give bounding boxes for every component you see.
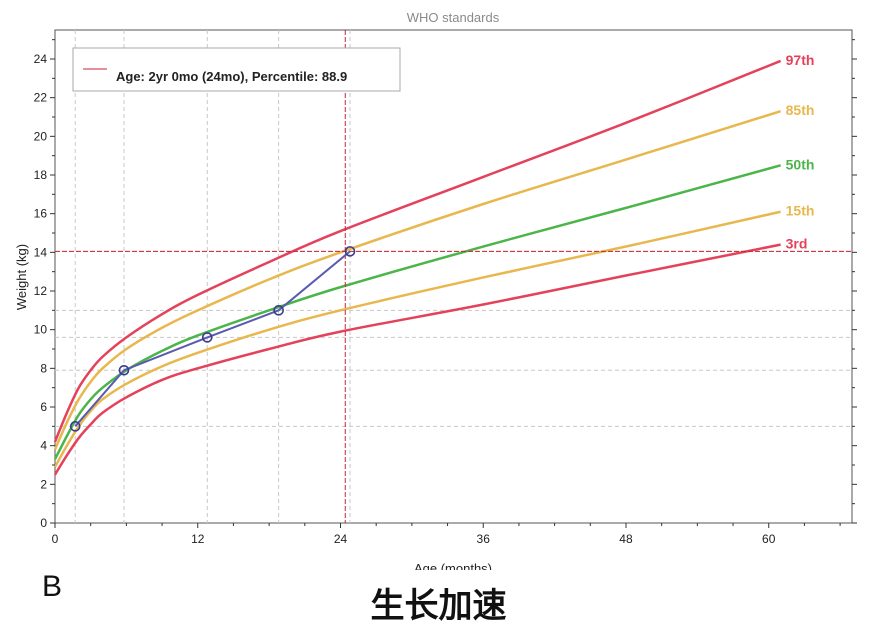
chart-title: WHO standards	[407, 10, 500, 25]
measurement-point	[344, 246, 356, 257]
x-tick-label: 24	[334, 532, 348, 546]
x-axis-ticks: 0 12 24 36 48 60	[52, 523, 841, 546]
y-tick-label: 22	[34, 91, 48, 105]
y-tick-label: 14	[34, 245, 48, 259]
x-tick-label: 12	[191, 532, 205, 546]
y-tick-label: 20	[34, 129, 48, 143]
percentile-label-3rd: 3rd	[786, 236, 808, 252]
percentile-curve-50th	[53, 164, 781, 460]
x-tick-label: 60	[762, 532, 776, 546]
measurement-point	[69, 421, 81, 432]
percentile-label-50th: 50th	[786, 156, 815, 172]
percentile-labels: 97th 85th 50th 15th 3rd	[786, 52, 815, 252]
y-axis-label: Weight (kg)	[14, 244, 29, 310]
crosshair	[55, 30, 852, 523]
y-tick-label: 4	[40, 439, 47, 453]
y-tick-label: 24	[34, 52, 48, 66]
legend-box	[72, 47, 401, 92]
x-tick-label: 48	[619, 532, 633, 546]
y-tick-label: 16	[34, 207, 48, 221]
x-tick-label: 0	[52, 532, 59, 546]
measurement-line	[74, 250, 351, 427]
percentile-label-15th: 15th	[786, 203, 815, 219]
growth-chart: WHO standards 0 12 24 36 48 60 02468101214161…	[14, 10, 857, 570]
legend: Age: 2yr 0mo (24mo), Percentile: 88.9	[72, 47, 401, 92]
percentile-curve-85th	[53, 110, 781, 451]
y-tick-label: 12	[34, 284, 48, 298]
y-tick-label: 0	[40, 516, 47, 530]
measurement-series	[69, 246, 356, 432]
y-tick-label: 2	[40, 477, 47, 491]
y-tick-label: 6	[40, 400, 47, 414]
figure-caption: 生长加速	[370, 586, 507, 626]
x-axis-label: Age (months)	[414, 561, 492, 570]
percentile-label-97th: 97th	[786, 52, 815, 68]
measurement-point	[273, 305, 284, 316]
y-tick-label: 8	[40, 361, 47, 375]
measurement-point	[201, 332, 213, 343]
percentile-curves	[53, 59, 782, 476]
percentile-curve-15th	[53, 210, 781, 468]
percentile-curve-97th	[53, 59, 782, 443]
measurement-point	[118, 364, 130, 376]
x-tick-label: 36	[477, 532, 491, 546]
percentile-curve-3rd	[53, 243, 781, 476]
legend-text: Age: 2yr 0mo (24mo), Percentile: 88.9	[116, 69, 347, 84]
y-tick-label: 18	[34, 168, 48, 182]
percentile-label-85th: 85th	[786, 102, 815, 118]
plot-area	[54, 29, 853, 524]
panel-label: B	[42, 570, 63, 603]
y-tick-label: 10	[34, 323, 48, 337]
